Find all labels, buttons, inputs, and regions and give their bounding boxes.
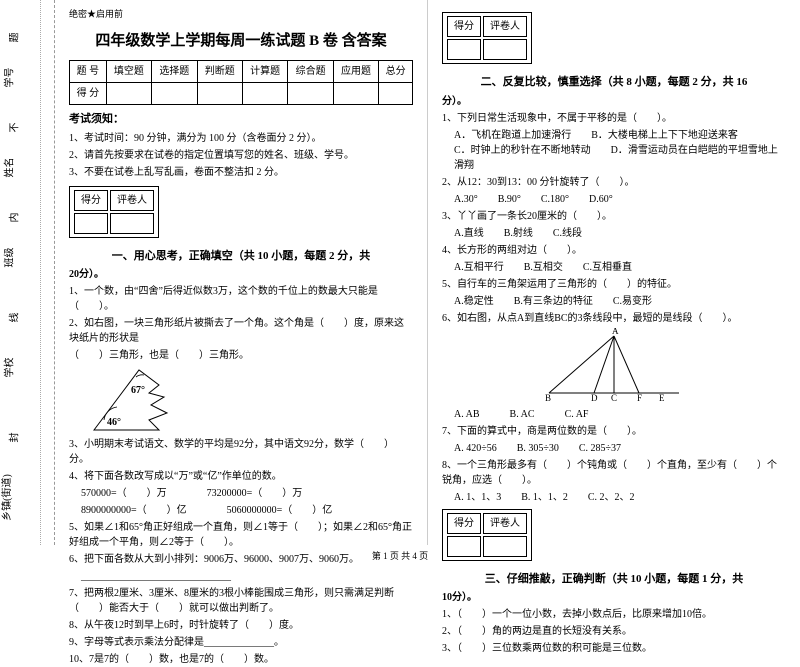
q1-9: 9、字母等式表示乘法分配律是______________。 <box>69 635 413 650</box>
q2-7o: A. 420÷56 B. 305÷30 C. 285÷37 <box>454 441 786 456</box>
svg-text:F: F <box>637 393 642 403</box>
point-a-diagram: A B D C F E <box>539 328 689 403</box>
score-box-2: 得分评卷人 <box>442 12 532 64</box>
binding-sidebar: 乡镇(街道) 封 学校 线 班级 内 姓名 不 学号 题 <box>0 0 55 545</box>
q1-3: 3、小明期末考试语文、数学的平均是92分，其中语文92分，数学（ ）分。 <box>69 437 413 467</box>
right-column: 得分评卷人 二、反复比较，慎重选择（共 8 小题，每题 2 分，共 16 分）。… <box>428 0 800 545</box>
q2-5: 5、自行车的三角架运用了三角形的（ ）的特征。 <box>442 277 786 292</box>
q1-4a: 570000=（ ）万 73200000=（ ）万 <box>81 486 413 501</box>
th-judge: 判断题 <box>197 61 242 83</box>
side-school: 学校 <box>1 358 16 378</box>
notice-3: 3、不要在试卷上乱写乱画，卷面不整洁扣 2 分。 <box>69 165 413 180</box>
q2-5o: A.稳定性 B.有三条边的特征 C.易变形 <box>454 294 786 309</box>
q2-1o2: C．时钟上的秒针在不断地转动 D．滑雪运动员在白皑皑的平坦雪地上滑翔 <box>454 143 786 173</box>
side-class: 班级 <box>1 248 16 268</box>
side-name: 姓名 <box>1 158 16 178</box>
section3-tail: 10分）。 <box>442 590 786 605</box>
q1-2b: （ ）三角形，也是（ ）三角形。 <box>69 348 413 363</box>
svg-text:A: A <box>612 328 619 336</box>
angle-46: 46° <box>107 415 121 430</box>
side-inner: 内 <box>6 213 21 223</box>
q2-6: 6、如右图，从点A到直线BC的3条线段中，最短的是线段（ ）。 <box>442 311 786 326</box>
q1-10: 10、7是7的（ ）数，也是7的（ ）数。 <box>69 652 413 667</box>
section1-tail: 20分）。 <box>69 267 413 282</box>
section2-title: 二、反复比较，慎重选择（共 8 小题，每题 2 分，共 16 <box>442 74 786 91</box>
q2-3: 3、丫丫画了一条长20厘米的（ ）。 <box>442 209 786 224</box>
q2-7: 7、下面的算式中，商是两位数的是（ ）。 <box>442 424 786 439</box>
q1-1: 1、一个数，由“四舍”后得近似数3万，这个数的千位上的数最大只能是（ ）。 <box>69 284 413 314</box>
th-comp: 综合题 <box>288 61 333 83</box>
q1-2a: 2、如右图，一块三角形纸片被撕去了一个角。这个角是（ ）度，原来这块纸片的形状是 <box>69 316 413 346</box>
q1-7: 7、把两根2厘米、3厘米、8厘米的3根小棒能围成三角形，则只需满足判断（ ）能否… <box>69 586 413 616</box>
th-num: 题 号 <box>70 61 107 83</box>
q1-4b: 8900000000=（ ）亿 5060000000=（ ）亿 <box>81 503 413 518</box>
notice-1: 1、考试时间：90 分钟，满分为 100 分（含卷面分 2 分）。 <box>69 131 413 146</box>
section1-title: 一、用心思考，正确填空（共 10 小题，每题 2 分，共 <box>69 248 413 265</box>
th-total: 总分 <box>379 61 413 83</box>
q1-4: 4、将下面各数改写成以“万”或“亿”作单位的数。 <box>69 469 413 484</box>
q2-1o: A．飞机在跑道上加速滑行 B．大楼电梯上上下下地迎送来客 <box>454 128 786 143</box>
page-footer: 第 1 页 共 4 页 <box>0 549 800 562</box>
svg-text:E: E <box>659 393 665 403</box>
q2-4: 4、长方形的两组对边（ ）。 <box>442 243 786 258</box>
q2-4o: A.互相平行 B.互相交 C.互相垂直 <box>454 260 786 275</box>
side-seal: 封 <box>6 433 21 443</box>
q2-6o: A. AB B. AC C. AF <box>454 407 786 422</box>
q2-8o: A. 1、1、3 B. 1、1、2 C. 2、2、2 <box>454 490 786 505</box>
side-no: 不 <box>6 123 21 133</box>
q2-2o: A.30° B.90° C.180° D.60° <box>454 192 786 207</box>
q3-3: 3、（ ）三位数乘两位数的积可能是三位数。 <box>442 641 786 656</box>
th-choice: 选择题 <box>152 61 197 83</box>
exam-title: 四年级数学上学期每周一练试题 B 卷 含答案 <box>69 30 413 53</box>
left-column: 绝密★启用前 四年级数学上学期每周一练试题 B 卷 含答案 题 号 填空题 选择… <box>55 0 428 545</box>
side-township: 乡镇(街道) <box>0 474 13 521</box>
angle-67: 67° <box>131 383 145 398</box>
q3-1: 1、（ ）一个一位小数，去掉小数点后，比原来增加10倍。 <box>442 607 786 622</box>
torn-triangle-diagram: 67° 46° <box>89 365 179 435</box>
side-ti: 题 <box>6 33 21 43</box>
secret-label: 绝密★启用前 <box>69 8 413 22</box>
q1-8: 8、从午夜12时到早上6时，时针旋转了（ ）度。 <box>69 618 413 633</box>
section2-tail: 分）。 <box>442 94 786 109</box>
notice-2: 2、请首先按要求在试卷的指定位置填写您的姓名、班级、学号。 <box>69 148 413 163</box>
side-id: 学号 <box>1 68 16 88</box>
q2-2: 2、从12：30到13：00 分针旋转了（ ）。 <box>442 175 786 190</box>
q2-3o: A.直线 B.射线 C.线段 <box>454 226 786 241</box>
q2-8: 8、一个三角形最多有（ ）个钝角或（ ）个直角，至少有（ ）个锐角，应选（ ）。 <box>442 458 786 488</box>
q2-1: 1、下列日常生活现象中，不属于平移的是（ ）。 <box>442 111 786 126</box>
side-line: 线 <box>6 313 21 323</box>
svg-text:D: D <box>591 393 598 403</box>
score-box-1: 得分评卷人 <box>69 186 159 238</box>
svg-text:C: C <box>611 393 617 403</box>
section3-title: 三、仔细推敲，正确判断（共 10 小题，每题 1 分，共 <box>442 571 786 588</box>
svg-text:B: B <box>545 393 551 403</box>
q3-2: 2、（ ）角的两边是直的长短没有关系。 <box>442 624 786 639</box>
th-fill: 填空题 <box>106 61 151 83</box>
notice-title: 考试须知： <box>69 111 413 128</box>
row-score: 得 分 <box>70 83 107 105</box>
th-calc: 计算题 <box>242 61 287 83</box>
th-app: 应用题 <box>333 61 378 83</box>
score-table: 题 号 填空题 选择题 判断题 计算题 综合题 应用题 总分 得 分 <box>69 60 413 105</box>
q1-6b: ______________________________ <box>81 569 413 584</box>
q1-5: 5、如果∠1和65°角正好组成一个直角，则∠1等于（ ）；如果∠2和65°角正好… <box>69 520 413 550</box>
